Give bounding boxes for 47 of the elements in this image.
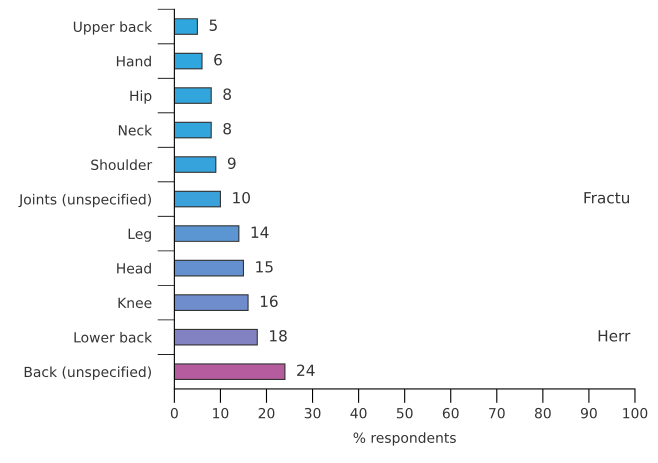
data-label: 8 xyxy=(223,88,232,100)
bar xyxy=(174,190,221,208)
y-tick-label: Hand xyxy=(116,56,151,67)
x-axis-title: % respondents xyxy=(354,432,456,446)
data-label: 5 xyxy=(210,20,217,31)
y-tick-label: Back (unspecified) xyxy=(24,366,151,380)
x-tick-label: 80 xyxy=(534,408,551,418)
x-tick-label: 20 xyxy=(258,408,274,418)
data-label: 8 xyxy=(223,122,232,134)
x-tick-label: 50 xyxy=(396,408,413,418)
x-tick-label: 60 xyxy=(442,408,459,418)
y-tick-label: Joints (unspecified) xyxy=(18,194,151,208)
bar xyxy=(174,328,258,346)
data-label: 16 xyxy=(260,296,278,308)
annotation: Herr xyxy=(598,330,630,342)
data-label: 18 xyxy=(270,330,287,342)
y-tick-label: Head xyxy=(117,262,151,274)
data-label: 10 xyxy=(233,192,250,204)
x-tick-label: 40 xyxy=(350,408,367,418)
x-tick-label: 30 xyxy=(304,408,320,418)
y-tick-label: Hip xyxy=(130,90,152,104)
bar xyxy=(174,260,244,276)
data-label: 15 xyxy=(256,261,273,273)
annotation: Fractu xyxy=(584,192,629,204)
x-tick-label: 70 xyxy=(489,408,505,418)
y-tick-label: Knee xyxy=(118,298,152,308)
y-tick-label: Leg xyxy=(128,228,151,242)
x-tick-label: 10 xyxy=(213,408,228,418)
data-label: 9 xyxy=(228,157,236,170)
data-label: 6 xyxy=(214,54,222,66)
bar xyxy=(174,225,240,242)
x-tick-label: 0 xyxy=(170,408,178,418)
bar xyxy=(174,156,216,173)
x-tick-label: 90 xyxy=(580,408,597,418)
y-tick-label: Neck xyxy=(118,124,152,136)
y-tick-label: Shoulder xyxy=(91,159,152,170)
data-label: 24 xyxy=(297,364,315,376)
x-tick-label: 100 xyxy=(623,408,648,418)
y-tick-label: Lower back xyxy=(74,332,152,343)
bar xyxy=(174,52,203,70)
bar xyxy=(174,87,212,104)
bar xyxy=(174,122,212,138)
y-tick-label: Upper back xyxy=(74,21,152,35)
bar xyxy=(174,18,198,35)
bar xyxy=(174,294,249,311)
bar xyxy=(174,363,286,380)
data-label: 14 xyxy=(252,226,269,238)
